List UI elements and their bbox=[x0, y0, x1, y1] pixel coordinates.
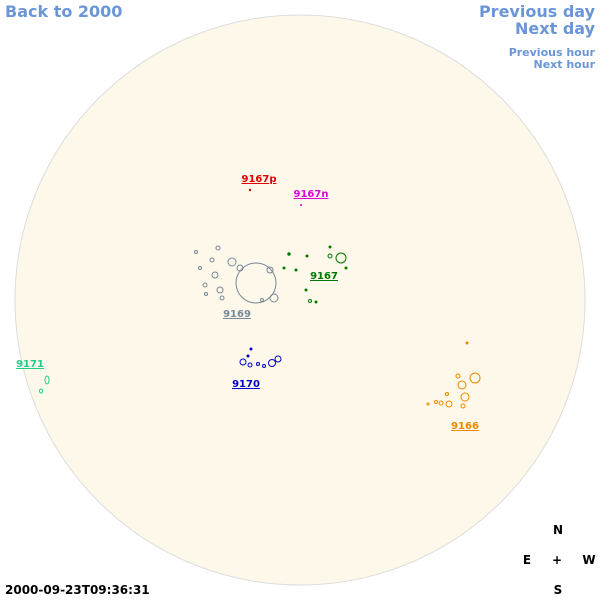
spots bbox=[39, 188, 481, 409]
group-label[interactable]: 9170 bbox=[232, 379, 260, 390]
spot-cluster bbox=[194, 245, 279, 304]
compass-west: W bbox=[582, 553, 595, 567]
next-hour-link[interactable]: Next hour bbox=[534, 58, 596, 71]
group-label[interactable]: 9167p bbox=[242, 174, 277, 185]
spot-cluster bbox=[239, 347, 282, 368]
next-day-link[interactable]: Next day bbox=[515, 19, 596, 38]
group-label[interactable]: 9167n bbox=[294, 189, 329, 200]
compass-east: E bbox=[523, 553, 531, 567]
group-label[interactable]: 9166 bbox=[451, 421, 479, 432]
back-link[interactable]: Back to 2000 bbox=[5, 2, 122, 21]
spot-cluster bbox=[39, 375, 50, 394]
compass-north: N bbox=[553, 523, 563, 537]
spot-cluster bbox=[426, 341, 481, 409]
previous-hour-link[interactable]: Previous hour bbox=[509, 46, 596, 59]
spot bbox=[248, 188, 252, 192]
compass-center: + bbox=[552, 553, 562, 567]
compass-south: S bbox=[554, 583, 563, 597]
group-label[interactable]: 9171 bbox=[16, 359, 44, 370]
timestamp: 2000-09-23T09:36:31 bbox=[5, 583, 150, 597]
solar-disk bbox=[14, 14, 586, 586]
group-label[interactable]: 9167 bbox=[310, 271, 338, 282]
group-label[interactable]: 9169 bbox=[223, 309, 251, 320]
spot bbox=[300, 204, 302, 206]
previous-day-link[interactable]: Previous day bbox=[479, 2, 596, 21]
spot-cluster bbox=[282, 245, 348, 304]
